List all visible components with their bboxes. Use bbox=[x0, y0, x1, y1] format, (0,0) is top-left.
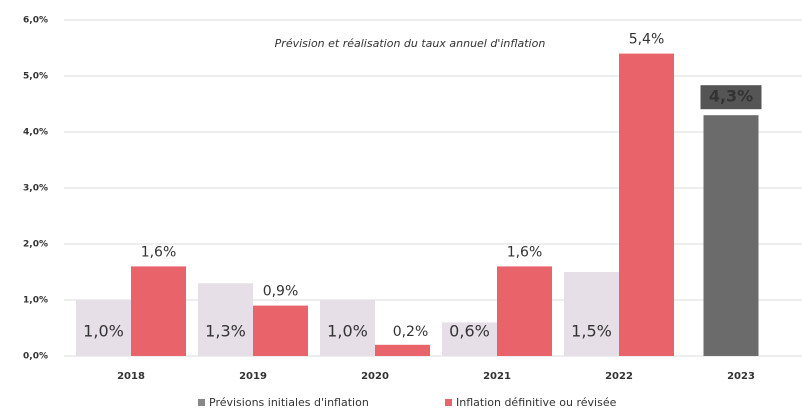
y-tick-label: 5,0% bbox=[23, 72, 48, 82]
y-tick-label: 6,0% bbox=[23, 16, 48, 26]
x-tick-label: 2019 bbox=[239, 371, 267, 382]
x-tick-label: 2020 bbox=[361, 371, 389, 382]
legend-swatch bbox=[445, 399, 452, 406]
x-tick-label: 2023 bbox=[727, 371, 755, 382]
y-tick-label: 0,0% bbox=[23, 352, 48, 362]
value-label: 1,3% bbox=[205, 322, 246, 341]
legend-label: Inflation définitive ou révisée bbox=[456, 396, 617, 409]
legend-swatch bbox=[198, 399, 205, 406]
y-tick-label: 2,0% bbox=[23, 240, 48, 250]
value-label: 0,6% bbox=[449, 322, 490, 341]
value-label-box: 4,3% bbox=[700, 85, 762, 110]
bar bbox=[564, 272, 619, 356]
bar bbox=[198, 283, 253, 356]
value-label: 4,3% bbox=[709, 87, 753, 106]
bar bbox=[320, 300, 375, 356]
bar bbox=[619, 53, 674, 356]
y-tick-label: 1,0% bbox=[23, 296, 48, 306]
x-tick-label: 2021 bbox=[483, 371, 511, 382]
value-label: 1,0% bbox=[327, 322, 368, 341]
bar bbox=[131, 266, 186, 356]
value-label: 0,9% bbox=[263, 284, 299, 300]
bar bbox=[442, 322, 497, 356]
y-tick-label: 4,0% bbox=[23, 128, 48, 138]
bar bbox=[253, 305, 308, 356]
x-tick-label: 2018 bbox=[117, 371, 145, 382]
y-tick-label: 3,0% bbox=[23, 184, 48, 194]
chart-title: Prévision et réalisation du taux annuel … bbox=[275, 37, 546, 50]
bar bbox=[497, 266, 552, 356]
x-tick-label: 2022 bbox=[605, 371, 633, 382]
value-label: 1,0% bbox=[83, 322, 124, 341]
bar bbox=[703, 115, 759, 356]
value-label: 1,5% bbox=[571, 322, 612, 341]
value-label: 0,2% bbox=[393, 324, 429, 340]
label-box bbox=[700, 85, 762, 110]
value-label: 1,6% bbox=[141, 244, 177, 260]
value-label: 5,4% bbox=[629, 32, 665, 48]
legend-label: Prévisions initiales d'inflation bbox=[209, 396, 369, 409]
bar bbox=[375, 344, 430, 356]
value-label: 1,6% bbox=[507, 244, 543, 260]
bar bbox=[76, 300, 131, 356]
